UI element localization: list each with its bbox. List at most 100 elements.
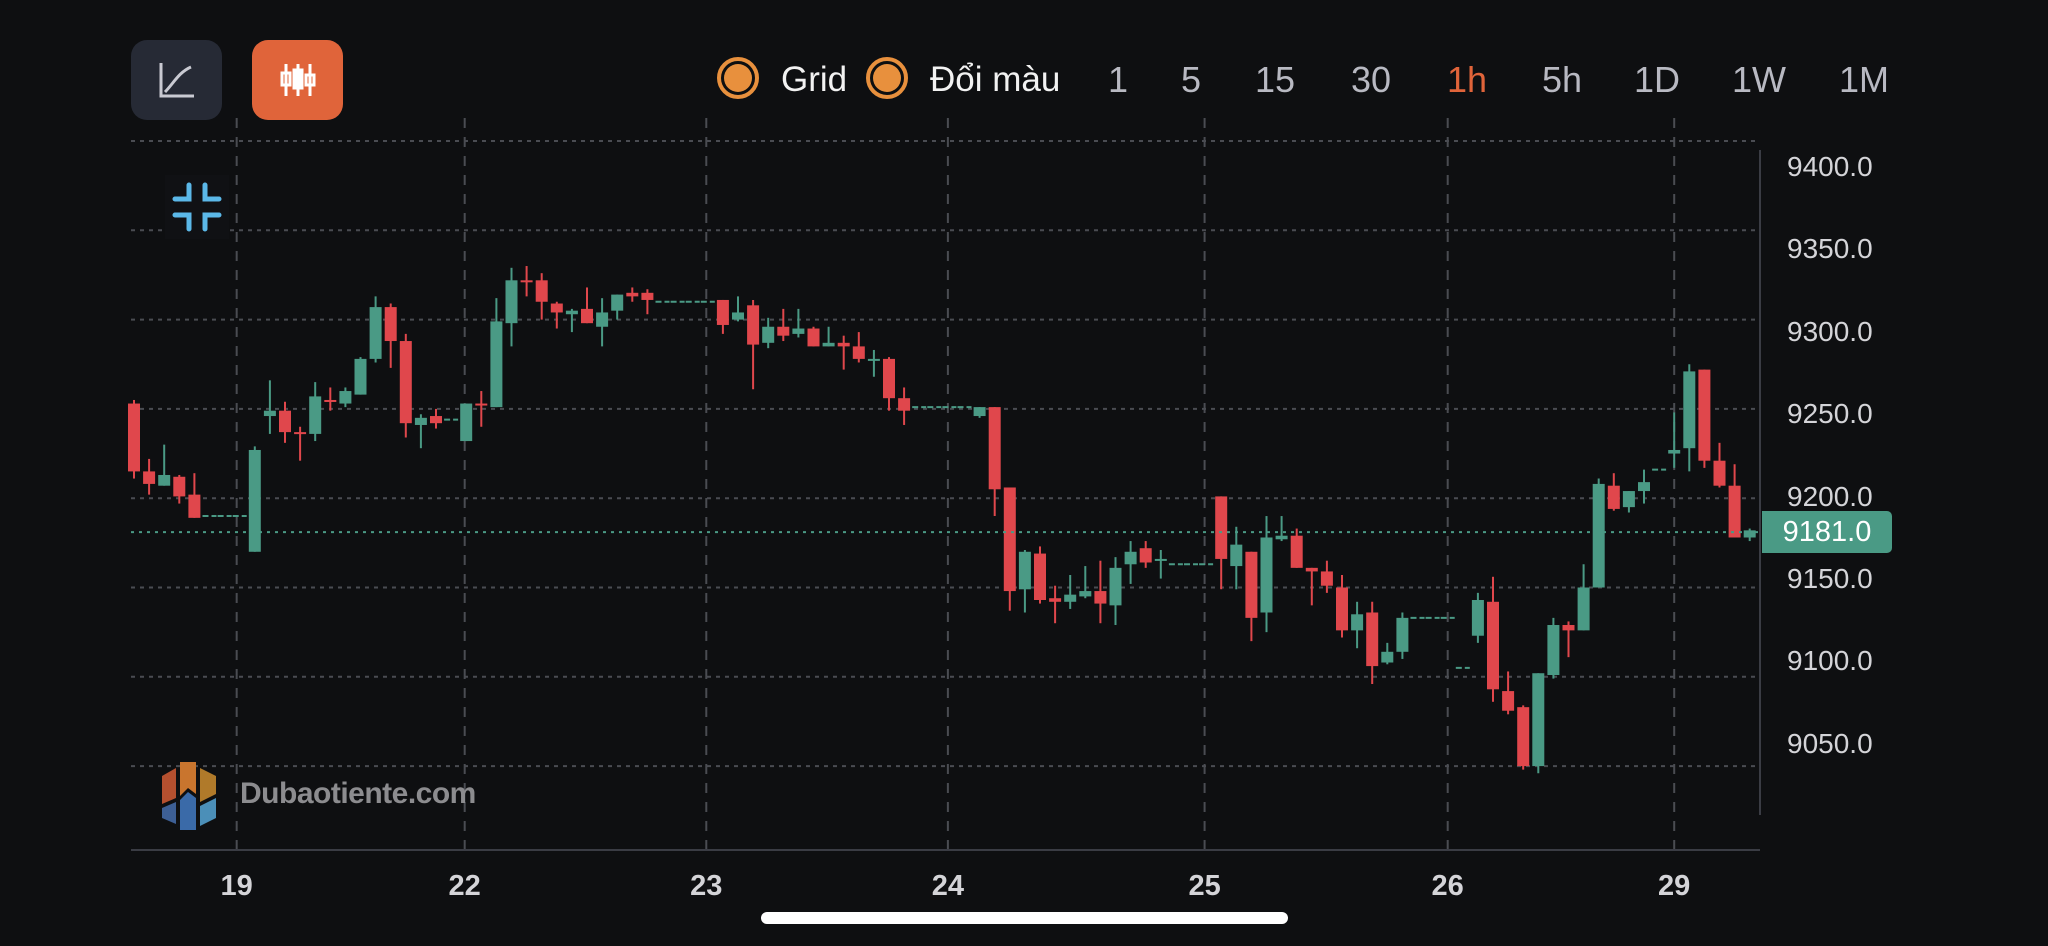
candle-up: [1577, 587, 1590, 631]
price-tick-label: 9050.0: [1787, 727, 1873, 759]
timeframe-1w[interactable]: 1W: [1732, 59, 1786, 100]
candle-up: [822, 342, 835, 347]
candle-down: [399, 341, 412, 424]
grid-label[interactable]: Grid: [781, 60, 848, 99]
candle-up: [248, 449, 261, 552]
candle-up: [973, 407, 986, 417]
timeframe-1m[interactable]: 1M: [1838, 59, 1890, 100]
dubaotiente-logo-icon: [162, 762, 216, 830]
price-tick-label: 9100.0: [1787, 645, 1873, 677]
date-tick-label: 26: [1431, 870, 1464, 902]
candle-down: [852, 346, 865, 359]
grid-toggle[interactable]: [717, 57, 759, 99]
candle-down: [430, 416, 442, 424]
candle-down: [535, 280, 548, 302]
change-color-toggle-dot: [873, 64, 901, 92]
date-tick-label: 24: [931, 870, 965, 902]
candle-down: [777, 326, 790, 336]
candle-down: [1607, 485, 1620, 509]
price-tick-label: 9350.0: [1787, 233, 1873, 265]
candle-down: [1049, 598, 1062, 602]
date-tick-label: 19: [220, 870, 253, 902]
exit-fullscreen-button[interactable]: [165, 175, 229, 239]
price-tick-label: 9250.0: [1787, 398, 1873, 430]
watermark: Dubaotiente.com: [160, 758, 476, 830]
timeframe-1[interactable]: 1: [1107, 59, 1129, 100]
candle-up: [1064, 594, 1077, 602]
change-color-toggle[interactable]: [866, 57, 908, 99]
candle-down: [641, 292, 654, 300]
candle-down: [1562, 625, 1575, 631]
candle-up: [1109, 567, 1122, 606]
candle-up: [792, 328, 805, 334]
candle-up: [1230, 544, 1243, 567]
price-tick-label: 9300.0: [1787, 315, 1873, 347]
candle-down: [143, 471, 156, 484]
candle-up: [1260, 537, 1273, 613]
candle-down: [279, 410, 291, 433]
candle-up: [1154, 558, 1167, 561]
candle-down: [716, 299, 729, 325]
candle-down: [1034, 553, 1046, 601]
home-indicator[interactable]: [761, 912, 1288, 924]
candle-down: [475, 403, 488, 406]
candle-down: [1366, 612, 1379, 667]
candle-up: [354, 358, 367, 395]
candle-up: [1396, 617, 1409, 652]
candle-down: [294, 432, 307, 435]
candle-down: [550, 303, 563, 313]
line-chart-button[interactable]: [131, 40, 222, 120]
candle-down: [1487, 601, 1499, 690]
candle-up: [1532, 673, 1545, 767]
candlestick-icon: [280, 64, 315, 96]
candle-up: [1683, 371, 1696, 449]
candle-down: [1094, 591, 1107, 604]
candle-down: [883, 358, 895, 399]
candle-down: [807, 328, 820, 347]
timeframe-5h[interactable]: 5h: [1541, 59, 1583, 100]
candle-up: [762, 326, 775, 343]
candle-up: [1381, 651, 1394, 663]
candle-down: [1290, 535, 1303, 568]
line-chart-icon: [159, 63, 194, 98]
grid-toggle-dot: [724, 64, 752, 92]
candle-up: [1471, 600, 1484, 636]
candle-down: [384, 307, 397, 342]
candle-down: [188, 494, 201, 518]
candle-up: [1668, 449, 1681, 454]
candle-down: [1320, 571, 1333, 586]
candle-up: [490, 321, 503, 408]
candle-up: [867, 358, 880, 361]
candle-down: [988, 407, 1001, 490]
candle-down: [1139, 548, 1152, 563]
candle-down: [837, 342, 850, 347]
last-price-badge: 9181.0: [1762, 511, 1892, 554]
timeframe-30[interactable]: 30: [1350, 59, 1392, 100]
timeframe-1h[interactable]: 1h: [1446, 59, 1488, 100]
candle-down: [1502, 691, 1515, 711]
candlestick-chart-button[interactable]: [252, 40, 343, 120]
candle-up: [1622, 491, 1635, 508]
timeframe-1d[interactable]: 1D: [1633, 59, 1681, 100]
candle-down: [1517, 707, 1530, 767]
date-tick-label: 22: [448, 870, 481, 902]
candle-up: [565, 310, 578, 315]
candle-up: [1638, 482, 1650, 492]
candle-down: [581, 308, 593, 324]
candle-up: [460, 403, 473, 442]
price-tick-label: 9150.0: [1787, 563, 1873, 594]
timeframe-5[interactable]: 5: [1180, 59, 1202, 100]
change-color-label[interactable]: Đổi màu: [930, 60, 1061, 99]
candle-up: [1547, 625, 1560, 676]
candle-up: [369, 307, 382, 359]
candle-up: [339, 391, 352, 404]
timeframe-15[interactable]: 15: [1254, 59, 1296, 100]
candle-down: [1336, 587, 1348, 631]
candle-down: [128, 403, 140, 472]
price-tick-label: 9200.0: [1787, 480, 1873, 512]
candle-down: [898, 398, 911, 411]
candle-up: [505, 280, 518, 324]
candle-down: [626, 292, 639, 297]
candle-down: [1245, 551, 1258, 618]
